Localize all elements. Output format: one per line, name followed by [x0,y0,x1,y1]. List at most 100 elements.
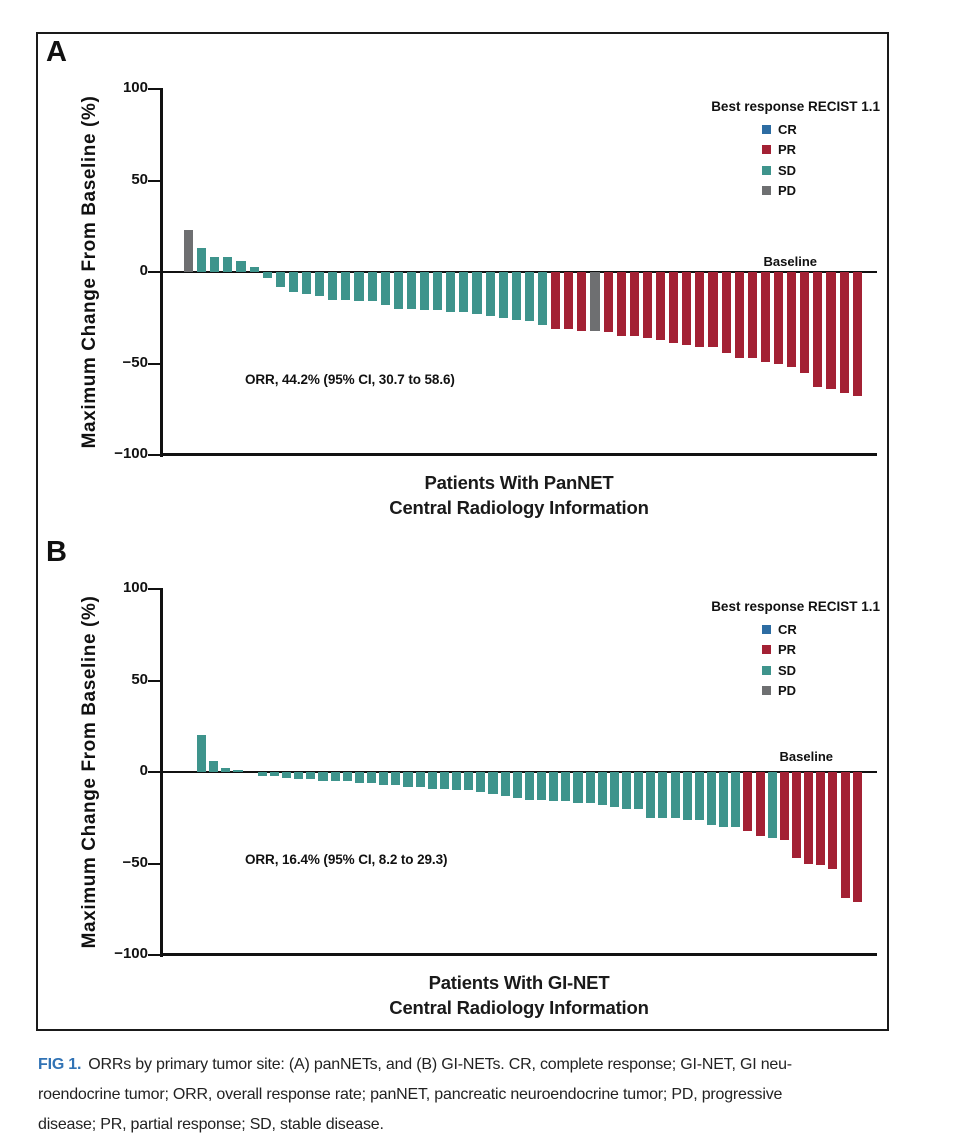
bar-a-44-pr [747,272,757,358]
bar-b-15-sd [367,772,377,783]
bar-a-17-sd [393,272,403,309]
legend-label-pr: PR [778,642,797,658]
cr-swatch-icon [762,624,771,634]
legend-row-cr: CR [762,619,880,640]
panel-b: B Maximum Change From Baseline (%) 100 50… [0,500,956,1040]
bar-b-30-sd [549,772,559,802]
legend-label-pd: PD [778,183,797,199]
caption-line-2: roendocrine tumor; ORR, overall response… [38,1086,783,1103]
bar-b-39-sd [658,772,668,818]
legend-row-pd: PD [762,681,880,702]
x-axis-title-b: Patients With GI-NET Central Radiology I… [161,970,877,1020]
bar-a-52-pr [852,272,862,397]
bar-a-7-sd [262,272,272,278]
bar-b-13-sd [342,772,352,782]
bar-a-18-sd [406,272,417,309]
legend-label-pd: PD [778,683,797,699]
bar-a-23-sd [472,272,482,315]
panel-a-letter: A [46,36,67,68]
bar-b-54-pr [840,772,850,899]
orr-annotation-a: ORR, 44.2% (95% CI, 30.7 to 58.6) [245,372,455,387]
bar-a-34-pr [616,272,626,336]
legend-label-cr: CR [778,621,797,637]
legend-a: Best response RECIST 1.1 CR PR SD PD [660,99,880,201]
legend-label-sd: SD [778,662,797,678]
bar-b-16-sd [379,772,389,785]
bar-a-25-sd [498,272,508,318]
y-tick-label--100: −100 [114,945,148,962]
bar-a-14-sd [354,272,364,302]
orr-annotation-b: ORR, 16.4% (95% CI, 8.2 to 29.3) [245,852,448,867]
caption-fig-tag: FIG 1. [38,1056,82,1073]
bar-b-1-sd [197,735,207,772]
bar-a-39-pr [682,272,692,346]
y-tick-label-50: 50 [131,670,148,688]
bar-a-6-sd [249,266,259,272]
bar-b-34-sd [597,772,607,805]
x-axis-title-a-line2: Central Radiology Information [389,497,649,518]
bar-b-43-sd [706,772,717,826]
waterfall-bars-a [161,89,877,455]
legend-title: Best response RECIST 1.1 [711,99,880,114]
legend-items: CR PR SD PD [762,619,880,701]
bar-b-10-sd [306,772,316,780]
bar-b-29-sd [536,772,547,800]
bar-b-19-sd [415,772,425,787]
figure-caption: FIG 1. ORRs by primary tumor site: (A) pa… [38,1050,918,1140]
y-tick-label-100: 100 [122,79,148,96]
bar-b-25-sd [488,772,498,794]
baseline-text-a: Baseline [763,254,817,269]
y-tick-mark [148,679,161,682]
sd-swatch-icon [762,165,771,175]
bar-a-19-sd [420,272,430,311]
baseline-text-b: Baseline [779,749,833,764]
y-tick-label-100: 100 [122,579,148,596]
bar-a-27-sd [524,272,535,322]
bar-b-50-pr [791,772,802,858]
bar-a-40-pr [695,272,705,347]
legend-title: Best response RECIST 1.1 [711,599,880,614]
bar-b-55-pr [852,772,862,902]
bar-b-36-sd [621,772,632,809]
bar-a-16-sd [380,272,390,305]
bar-b-28-sd [524,772,534,800]
waterfall-bars-b [161,589,877,955]
bar-a-30-pr [564,272,574,329]
bar-a-28-sd [538,272,548,326]
x-axis-line [161,453,877,456]
y-tick-mark [148,588,161,590]
bar-b-37-sd [634,772,644,809]
legend-row-sd: SD [762,660,880,681]
bar-b-44-sd [719,772,729,827]
legend-row-pr: PR [762,140,880,161]
bar-b-31-sd [561,772,571,802]
bar-a-45-pr [760,272,770,362]
y-tick-label-0: 0 [139,762,148,779]
y-ticks-b: 100 50 0 −50 −100 [0,500,200,1040]
legend-label-pr: PR [778,142,797,158]
bar-b-27-sd [512,772,522,798]
legend-row-sd: SD [762,160,880,181]
bar-a-11-sd [315,272,325,296]
bar-a-37-pr [656,272,666,340]
bar-b-23-sd [464,772,474,791]
legend-b: Best response RECIST 1.1 CR PR SD PD [660,599,880,701]
bar-a-21-sd [446,272,456,313]
pr-swatch-icon [762,645,771,655]
legend-row-cr: CR [762,119,880,140]
y-tick-mark [148,454,161,456]
bar-a-50-pr [826,272,836,390]
bar-a-48-pr [800,272,810,373]
y-tick-mark [148,179,161,182]
y-ticks-a: 100 50 0 −50 −100 [0,0,200,500]
bar-a-22-sd [459,272,469,313]
bar-b-40-sd [670,772,680,818]
legend-label-sd: SD [778,162,797,178]
legend-row-pr: PR [762,640,880,661]
bar-b-48-sd [767,772,777,838]
bar-a-43-pr [734,272,744,358]
caption-line-1: FIG 1. ORRs by primary tumor site: (A) pa… [38,1050,918,1080]
bar-a-24-sd [485,272,495,316]
y-tick-mark [148,271,161,273]
